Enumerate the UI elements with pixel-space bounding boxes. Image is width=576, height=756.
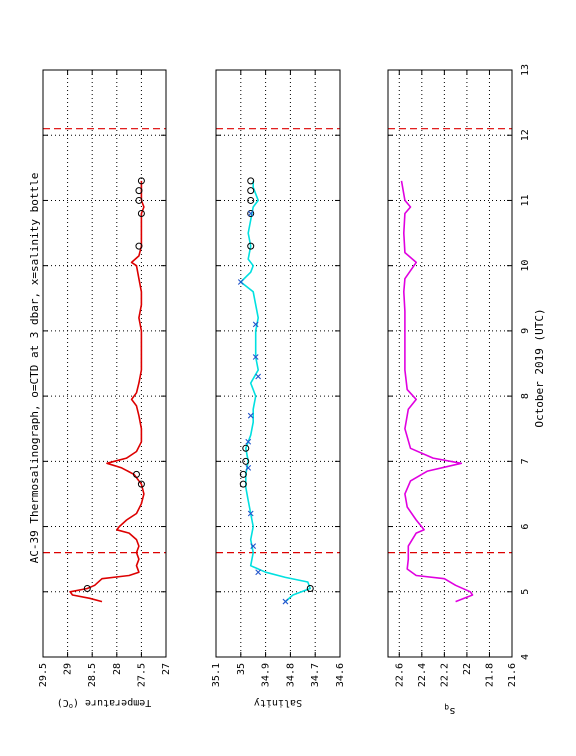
bottle-point: [282, 598, 289, 605]
tick-label-time: 10: [520, 260, 531, 272]
ctd-point: [135, 187, 143, 195]
bottle-point: [250, 543, 257, 550]
ylabel-temperature: Temperature (oC): [57, 697, 152, 710]
panel-frame: [215, 69, 341, 658]
bottle-point: [255, 373, 262, 380]
panel-frame: [42, 69, 167, 658]
bottle-point: [255, 569, 262, 576]
panel-sigma-theta: 22.6 22.4 22.2 22 21.8 21.6: [387, 69, 518, 687]
bottle-point: [252, 354, 259, 360]
ylabel-temperature-part: Temperature (: [73, 697, 151, 708]
series-line-sigma-theta: [400, 180, 474, 603]
tick-label-value: 22.2: [439, 663, 450, 687]
ctd-point: [242, 444, 250, 452]
tick-label-value: 22.4: [417, 663, 428, 687]
tick-label-time: 9: [520, 328, 531, 334]
tick-label-value: 21.8: [484, 663, 495, 687]
ctd-point: [83, 585, 91, 593]
tick-label-time: 7: [520, 458, 531, 464]
ctd-point: [247, 209, 255, 217]
tick-label-time: 13: [520, 64, 531, 76]
tick-label-value: 21.6: [507, 663, 518, 687]
bottle-point-stroke: [252, 354, 259, 360]
tick-label-value: 35.1: [211, 663, 222, 687]
bottle-point-stroke: [247, 210, 254, 217]
series-line-temperature: [69, 180, 145, 603]
ctd-point: [137, 177, 145, 185]
ctd-point: [135, 196, 143, 204]
bottle-point: [247, 510, 254, 517]
ylabel-sigma: sq: [444, 703, 456, 718]
bottle-point-stroke: [247, 412, 254, 419]
ylabel-sigma-main: s: [449, 705, 456, 718]
bottle-point-stroke: [245, 464, 252, 471]
bottle-point-stroke: [237, 279, 244, 285]
tick-label-value: 27.5: [136, 663, 147, 687]
bottle-point-stroke: [250, 543, 257, 550]
bottle-point-stroke: [245, 438, 252, 445]
tick-label-value: 22: [462, 663, 473, 675]
panel-salinity: 35.1 35 34.9 34.8 34.7 34.6: [211, 69, 346, 687]
tick-label-value: 34.6: [335, 663, 346, 687]
ctd-point: [132, 470, 140, 478]
bottle-point-stroke: [282, 598, 289, 605]
ylabel-salinity: Salinity: [254, 697, 302, 708]
chart-title: AC-39 Thermosalinograph, o=CTD at 3 dbar…: [28, 173, 41, 564]
shared-time-axis: 4 5 6 7 8 9 10 11 12 13: [520, 64, 531, 660]
tick-label-value: 34.8: [285, 663, 296, 687]
bottle-point: [252, 321, 259, 328]
ctd-point: [239, 480, 247, 488]
ctd-point: [247, 242, 255, 250]
ctd-point: [137, 480, 145, 488]
ctd-point: [306, 585, 314, 593]
ctd-point: [135, 242, 143, 250]
tick-label-value: 35: [236, 663, 247, 675]
ylabel-temperature-end: C): [57, 697, 69, 708]
tick-label-value: 29.5: [38, 663, 49, 687]
bottle-point-stroke: [255, 373, 262, 380]
ctd-point: [137, 209, 145, 217]
series-line-salinity: [240, 180, 312, 603]
tick-label-value: 28: [112, 663, 123, 675]
bottle-point-stroke: [255, 569, 262, 576]
tick-label-time: 11: [520, 194, 531, 206]
tick-label-value: 34.9: [261, 663, 272, 687]
bottle-point-stroke: [247, 510, 254, 517]
bottle-point: [247, 210, 254, 217]
bottle-point-stroke: [252, 321, 259, 328]
tick-label-value: 27: [161, 663, 172, 675]
panel-temperature: 29.5 29 28.5 28 27.5 27: [38, 69, 172, 687]
ctd-point: [242, 457, 250, 465]
ctd-point: [247, 196, 255, 204]
ctd-point: [239, 470, 247, 478]
tick-label-value: 28.5: [87, 663, 98, 687]
bottle-point: [247, 412, 254, 419]
panel-frame: [387, 69, 513, 658]
bottle-point: [245, 464, 252, 471]
tick-label-time: 6: [520, 524, 531, 530]
panels-layer: 29.5 29 28.5 28 27.5 27 35.1 35 34.9 34.8 34.7 34.6…: [38, 69, 518, 718]
tick-label-value: 29: [63, 663, 74, 675]
bottle-point: [237, 279, 244, 285]
ctd-point: [247, 187, 255, 195]
tick-label-time: 5: [520, 589, 531, 595]
tick-label-time: 4: [520, 654, 531, 660]
ylabel-temperature-sup: o: [69, 702, 73, 710]
tick-label-time: 8: [520, 393, 531, 399]
tick-label-time: 12: [520, 129, 531, 141]
ctd-point: [247, 177, 255, 185]
bottle-point: [245, 438, 252, 445]
tick-label-value: 34.7: [310, 663, 321, 687]
tick-label-value: 22.6: [394, 663, 405, 687]
ylabel-sigma-sub: q: [444, 703, 449, 712]
time-axis-label: October 2019 (UTC): [533, 308, 546, 427]
